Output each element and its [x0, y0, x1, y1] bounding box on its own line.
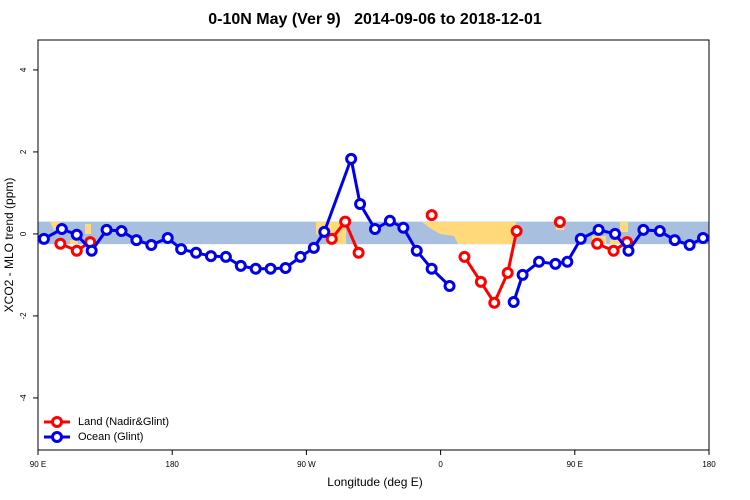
point — [622, 244, 635, 257]
point — [637, 223, 650, 236]
point — [516, 268, 529, 281]
chart-title: 0-10N May (Ver 9) 2014-09-06 to 2018-12-… — [208, 11, 542, 28]
point — [510, 225, 523, 238]
point — [592, 223, 605, 236]
point — [561, 255, 574, 268]
point — [507, 295, 520, 308]
point — [294, 250, 307, 263]
point — [345, 152, 358, 165]
point — [85, 244, 98, 257]
point — [553, 216, 566, 229]
point — [249, 262, 262, 275]
plot-frame — [37, 39, 710, 451]
point — [549, 257, 562, 270]
point — [219, 250, 232, 263]
point — [591, 237, 604, 250]
point — [458, 250, 471, 263]
point — [318, 225, 331, 238]
x-axis-label: Longitude (deg E) — [327, 475, 422, 489]
point — [410, 244, 423, 257]
point — [368, 223, 381, 236]
point — [653, 225, 666, 238]
point — [425, 262, 438, 275]
x-tick-label: 0 — [438, 460, 443, 469]
point — [607, 244, 620, 257]
point — [397, 221, 410, 234]
point — [683, 239, 696, 251]
point — [70, 244, 83, 257]
point — [339, 215, 352, 228]
point — [130, 234, 143, 247]
point — [668, 234, 681, 247]
point — [204, 250, 217, 263]
y-tick-label: 4 — [19, 67, 28, 72]
legend-label: Land (Nadir&Glint) — [78, 416, 169, 428]
point — [175, 243, 188, 256]
point — [37, 232, 50, 245]
point — [264, 262, 277, 275]
point — [609, 227, 622, 240]
point — [533, 255, 546, 268]
point — [697, 232, 710, 245]
point — [307, 241, 320, 254]
point — [383, 214, 396, 227]
legend-label: Ocean (Glint) — [78, 431, 143, 443]
y-tick-label: -2 — [19, 312, 28, 320]
y-tick-label: 2 — [19, 149, 28, 154]
point — [425, 209, 438, 222]
point — [488, 296, 501, 309]
point — [190, 246, 203, 259]
point — [161, 232, 174, 245]
x-tick-label: 180 — [166, 460, 180, 469]
point — [443, 280, 456, 292]
point — [279, 261, 292, 274]
legend-marker — [51, 431, 63, 443]
point — [501, 266, 514, 279]
point — [574, 232, 587, 245]
point — [55, 223, 68, 236]
point — [70, 228, 83, 241]
y-tick-label: -4 — [19, 394, 28, 402]
point — [325, 232, 338, 245]
point — [474, 275, 487, 288]
point — [354, 198, 367, 210]
x-tick-label: 90 W — [297, 460, 316, 469]
point — [115, 225, 128, 238]
x-tick-label: 90 E — [30, 460, 46, 469]
x-tick-label: 90 E — [567, 460, 583, 469]
y-axis-label: XCO2 - MLO trend (ppm) — [2, 178, 16, 313]
x-tick-label: 180 — [702, 460, 716, 469]
point — [352, 246, 365, 259]
point — [100, 223, 113, 236]
legend-marker — [51, 416, 63, 428]
point — [54, 237, 67, 250]
y-tick-label: 0 — [19, 231, 28, 236]
point — [234, 259, 247, 272]
point — [145, 239, 158, 251]
